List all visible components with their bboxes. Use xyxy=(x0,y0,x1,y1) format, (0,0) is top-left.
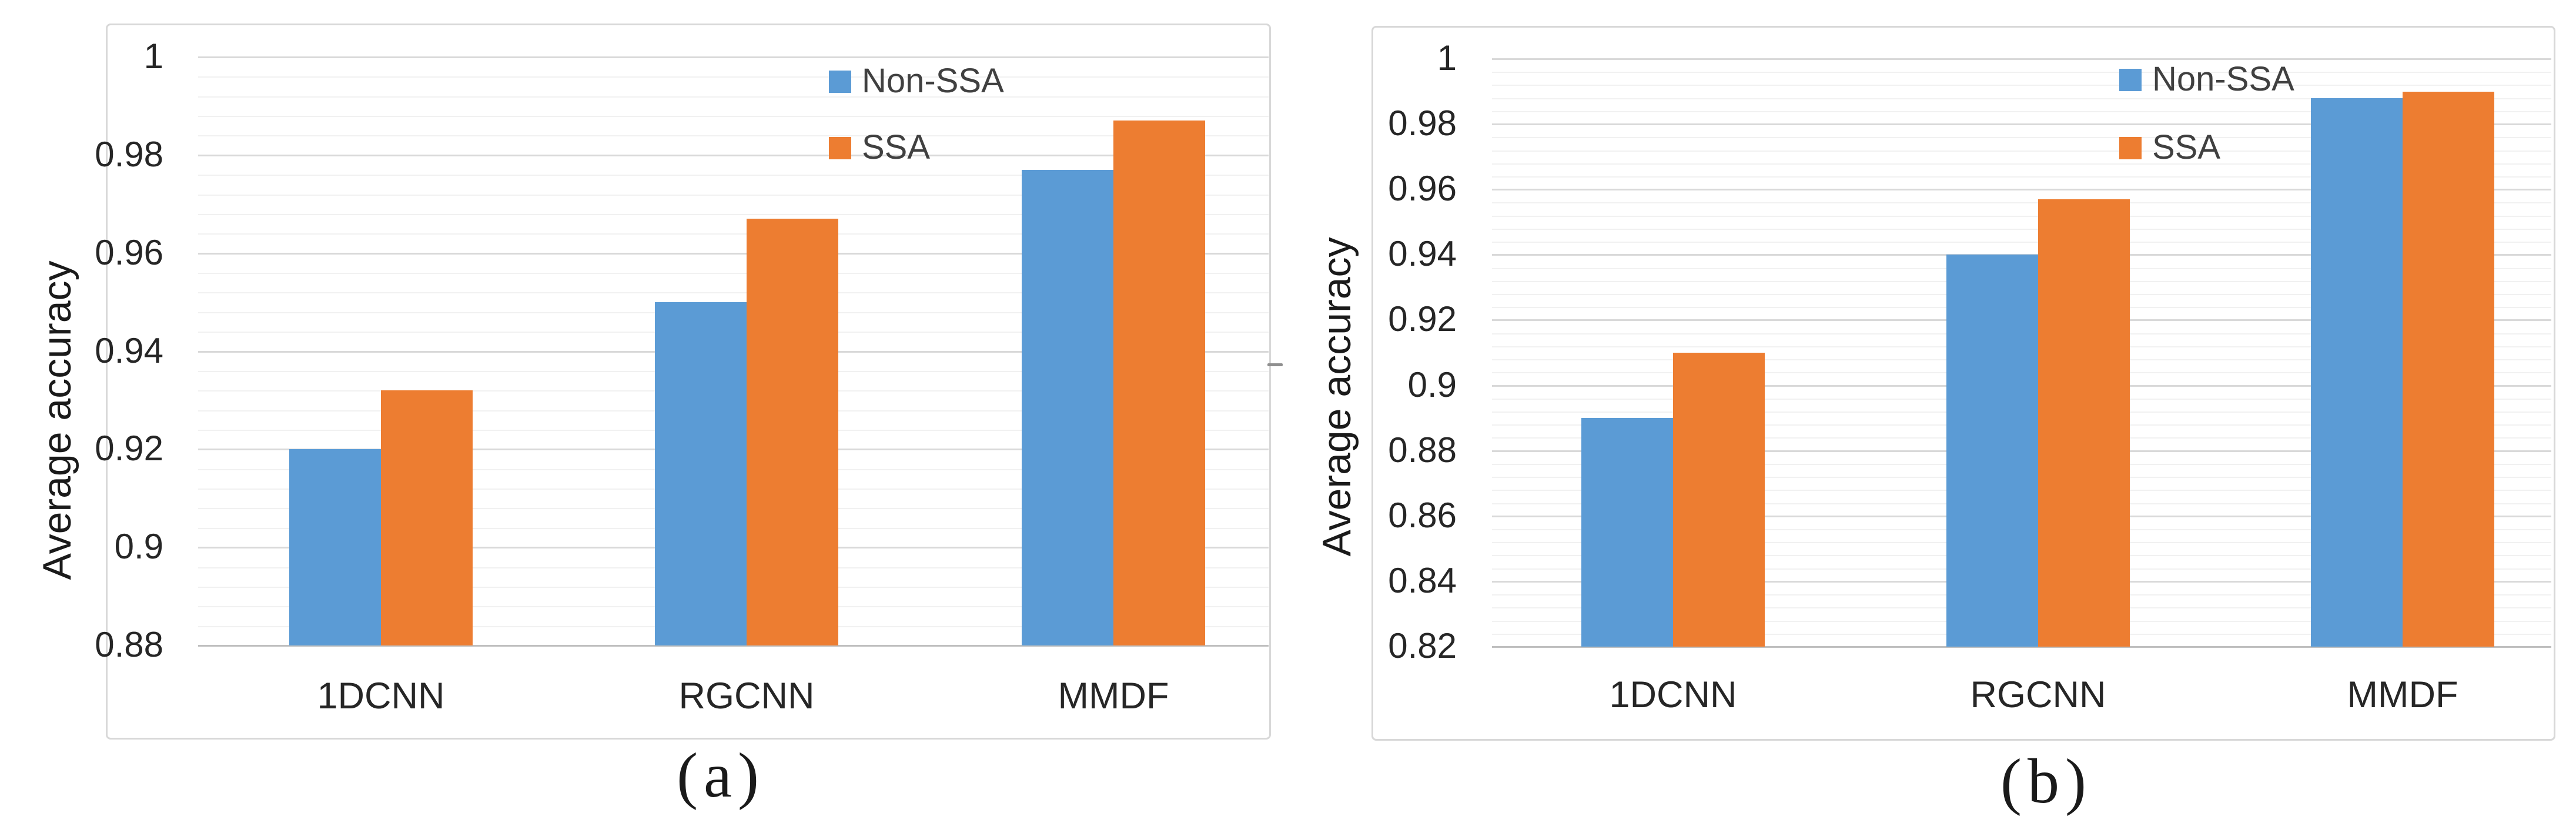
chart-a-caption: (a) xyxy=(677,741,765,811)
chart-b-bar-rgcnn-ssa xyxy=(2038,199,2130,647)
chart-b-bar-1dcnn-ssa xyxy=(1673,353,1765,647)
chart-b-y-tick-label: 0.98 xyxy=(1388,103,1457,143)
chart-b-y-tick-label: 0.82 xyxy=(1388,626,1457,666)
chart-a-category-label-1dcnn: 1DCNN xyxy=(317,675,445,717)
chart-a-major-gridline xyxy=(198,56,1269,58)
chart-b-minor-gridline xyxy=(1492,98,2551,99)
chart-b-bar-1dcnn-non-ssa xyxy=(1581,418,1673,647)
chart-a-minor-gridline xyxy=(198,76,1269,78)
chart-b-bar-rgcnn-non-ssa xyxy=(1946,255,2038,647)
chart-b-legend-swatch-non-ssa xyxy=(2119,69,2142,91)
chart-a-minor-gridline xyxy=(198,233,1269,235)
chart-a-minor-gridline xyxy=(198,194,1269,196)
chart-b-category-label-rgcnn: RGCNN xyxy=(1970,674,2106,715)
chart-b-x-axis-line xyxy=(1492,646,2551,648)
chart-a-major-gridline xyxy=(198,154,1269,156)
chart-a-minor-gridline xyxy=(198,292,1269,294)
chart-a-legend-label-ssa: SSA xyxy=(862,128,931,167)
chart-b-bar-mmdf-non-ssa xyxy=(2311,98,2403,647)
chart-b-minor-gridline xyxy=(1492,137,2551,139)
chart-b-y-tick-label: 0.94 xyxy=(1388,234,1457,274)
chart-a-y-tick-label: 0.96 xyxy=(95,232,163,272)
chart-a-bar-1dcnn-ssa xyxy=(381,390,473,645)
chart-b-major-gridline xyxy=(1492,123,2551,126)
chart-b-minor-gridline xyxy=(1492,228,2551,230)
chart-b-major-gridline xyxy=(1492,58,2551,60)
chart-a-x-axis-line xyxy=(198,645,1269,647)
chart-a-category-label-mmdf: MMDF xyxy=(1058,675,1169,717)
chart-b-major-gridline xyxy=(1492,189,2551,191)
chart-a-y-tick-label: 0.98 xyxy=(95,134,163,174)
chart-b-y-tick-label: 0.96 xyxy=(1388,169,1457,209)
chart-a-minor-gridline xyxy=(198,273,1269,275)
chart-b-y-tick-label: 0.84 xyxy=(1388,560,1457,600)
chart-a-bar-mmdf-ssa xyxy=(1113,121,1205,645)
chart-a-minor-gridline xyxy=(198,213,1269,215)
chart-a-y-tick-label: 0.94 xyxy=(95,330,163,370)
chart-b-minor-gridline xyxy=(1492,202,2551,204)
chart-b-minor-gridline xyxy=(1492,163,2551,165)
chart-a-y-tick-label: 0.92 xyxy=(95,429,163,469)
chart-b-y-tick-label: 0.92 xyxy=(1388,299,1457,339)
chart-a-y-tick-label: 1 xyxy=(143,36,163,76)
chart-a-minor-gridline xyxy=(198,96,1269,98)
chart-b-y-tick-label: 0.86 xyxy=(1388,495,1457,535)
chart-a-minor-gridline xyxy=(198,175,1269,176)
chart-b-y-tick-label: 0.88 xyxy=(1388,430,1457,470)
chart-b-minor-gridline xyxy=(1492,215,2551,217)
chart-a-y-tick-label: 0.88 xyxy=(95,625,163,665)
chart-a-legend-label-non-ssa: Non-SSA xyxy=(862,62,1004,101)
chart-a-minor-gridline xyxy=(198,116,1269,118)
chart-a-y-tick-label: 0.9 xyxy=(114,527,163,567)
chart-a-bar-rgcnn-non-ssa xyxy=(655,302,747,645)
chart-a-minor-gridline xyxy=(198,135,1269,137)
chart-b-minor-gridline xyxy=(1492,242,2551,243)
chart-b-minor-gridline xyxy=(1492,72,2551,73)
chart-b-legend-label-non-ssa: Non-SSA xyxy=(2152,60,2294,99)
chart-a-legend-swatch-non-ssa xyxy=(829,71,851,93)
chart-b-minor-gridline xyxy=(1492,111,2551,112)
chart-b-minor-gridline xyxy=(1492,176,2551,178)
chart-a-major-gridline xyxy=(198,252,1269,255)
chart-a-bar-rgcnn-ssa xyxy=(747,219,838,645)
chart-b-y-tick-label: 1 xyxy=(1437,38,1457,78)
chart-a-legend-swatch-ssa xyxy=(829,137,851,159)
chart-b-category-label-mmdf: MMDF xyxy=(2347,674,2458,715)
chart-a-bar-mmdf-non-ssa xyxy=(1022,169,1113,645)
chart-b-bar-mmdf-ssa xyxy=(2403,91,2494,647)
chart-b-legend-label-ssa: SSA xyxy=(2152,128,2221,167)
chart-b-minor-gridline xyxy=(1492,150,2551,152)
chart-b-legend-swatch-ssa xyxy=(2119,137,2142,159)
chart-b-category-label-1dcnn: 1DCNN xyxy=(1609,674,1737,715)
chart-b-y-tick-label: 0.9 xyxy=(1407,364,1457,404)
chart-a-category-label-rgcnn: RGCNN xyxy=(678,675,815,717)
stray-tick-artifact xyxy=(1267,363,1283,366)
chart-a-bar-1dcnn-non-ssa xyxy=(289,449,381,645)
chart-b-caption: (b) xyxy=(2000,747,2092,817)
chart-b-minor-gridline xyxy=(1492,85,2551,86)
